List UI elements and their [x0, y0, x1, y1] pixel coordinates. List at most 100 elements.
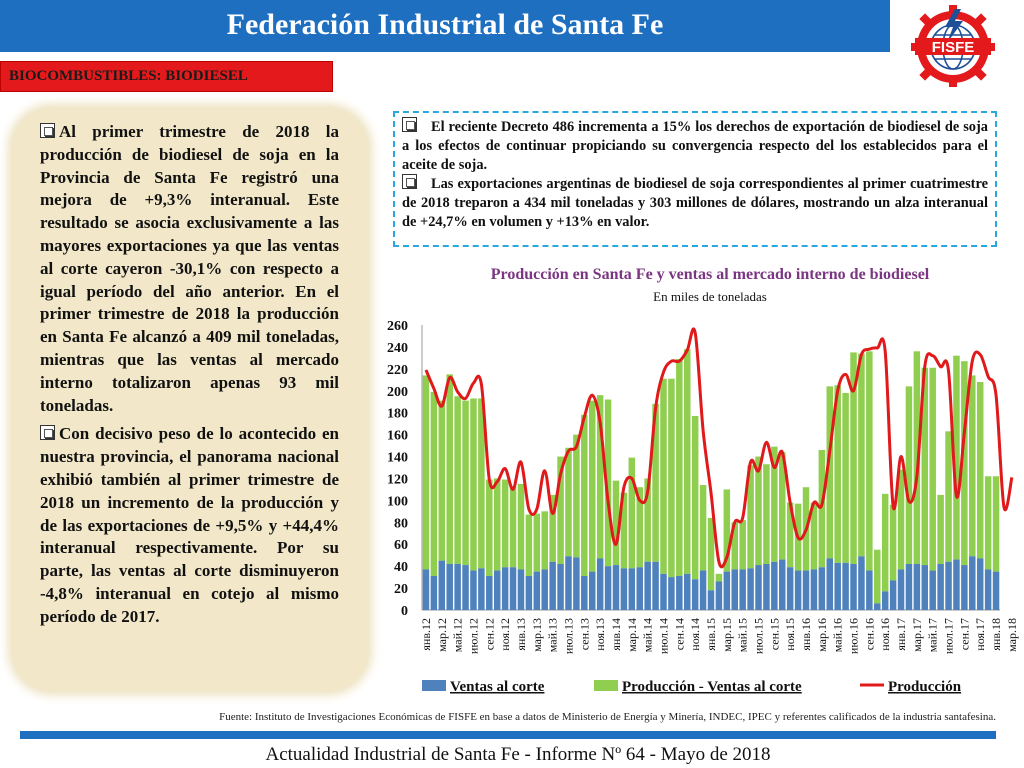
bar-ventas-al-corte	[802, 570, 810, 610]
bar-ventas-al-corte	[517, 569, 525, 610]
bar-ventas-al-corte	[509, 567, 517, 610]
bar-ventas-al-corte	[478, 568, 485, 610]
checkbox-bullet-icon	[402, 117, 417, 132]
bar-ventas-al-corte	[794, 570, 802, 610]
bar-ventas-al-corte	[858, 556, 865, 610]
bar-ventas-al-corte	[422, 569, 430, 610]
bar-produccion-menos-ventas	[937, 494, 944, 564]
bar-produccion-menos-ventas	[731, 522, 738, 570]
left-paragraph-1: Al primer trimestre de 2018 la producció…	[40, 122, 339, 415]
bar-produccion-menos-ventas	[612, 480, 620, 566]
bar-produccion-menos-ventas	[755, 456, 762, 566]
x-tick-label: янв.16	[799, 618, 813, 651]
bar-produccion-menos-ventas	[739, 520, 746, 570]
bar-ventas-al-corte	[929, 570, 936, 610]
y-tick-label: 260	[387, 319, 408, 334]
x-tick-label: июл.16	[847, 618, 861, 654]
bar-ventas-al-corte	[905, 563, 913, 610]
x-tick-label: май.14	[641, 618, 655, 652]
bar-ventas-al-corte	[549, 561, 556, 610]
bar-ventas-al-corte	[612, 565, 620, 610]
x-tick-label: ноя.16	[878, 618, 892, 651]
x-tick-label: сен.15	[767, 618, 781, 650]
bar-ventas-al-corte	[810, 569, 818, 610]
bar-produccion-menos-ventas	[676, 358, 683, 577]
y-tick-label: 80	[394, 516, 408, 531]
left-panel-text: Al primer trimestre de 2018 la producció…	[40, 121, 339, 635]
x-tick-label: янв.14	[609, 618, 623, 651]
bar-produccion-menos-ventas	[874, 549, 881, 604]
bar-ventas-al-corte	[779, 559, 786, 610]
bar-ventas-al-corte	[541, 569, 548, 610]
x-tick-label: сен.16	[862, 618, 876, 650]
legend-ventas-swatch	[422, 680, 446, 691]
x-tick-label: май.12	[451, 618, 465, 652]
bar-produccion-menos-ventas	[858, 353, 865, 557]
bar-ventas-al-corte	[771, 561, 778, 610]
bar-ventas-al-corte	[454, 563, 461, 610]
line-produccion	[424, 327, 1014, 569]
bar-produccion-menos-ventas	[866, 351, 873, 571]
x-tick-label: июл.14	[656, 618, 670, 654]
bar-produccion-menos-ventas	[509, 486, 517, 568]
x-tick-label: мар.14	[625, 618, 639, 652]
bar-produccion-menos-ventas	[446, 374, 453, 564]
fisfe-gear-logo: FISFE	[911, 5, 995, 87]
x-tick-label: сен.17	[957, 618, 971, 650]
logo-text: FISFE	[932, 39, 975, 56]
bar-produccion-menos-ventas	[422, 375, 430, 570]
bar-produccion-menos-ventas	[501, 479, 509, 568]
x-tick-label: мар.15	[720, 618, 734, 652]
lightning-icon	[945, 9, 963, 43]
bar-ventas-al-corte	[470, 570, 477, 610]
bar-produccion-menos-ventas	[652, 403, 659, 562]
x-tick-label: янв.15	[704, 618, 718, 651]
bar-produccion-menos-ventas	[684, 349, 691, 574]
bar-ventas-al-corte	[676, 576, 683, 610]
bar-produccion-menos-ventas	[660, 378, 667, 574]
bar-ventas-al-corte	[984, 569, 992, 610]
biodiesel-chart: 0 20 40 60 80 100 120 140 160 180 200 220 240 260 янв.…	[387, 319, 1019, 695]
y-tick-label: 220	[387, 363, 408, 378]
bar-produccion-menos-ventas	[478, 398, 485, 569]
x-tick-label: янв.13	[514, 618, 528, 651]
bar-ventas-al-corte	[446, 563, 453, 610]
bar-produccion-menos-ventas	[913, 351, 921, 564]
bar-ventas-al-corte	[834, 562, 841, 610]
bar-produccion-menos-ventas	[786, 502, 794, 568]
bar-produccion-menos-ventas	[929, 367, 936, 571]
bar-produccion-menos-ventas	[517, 483, 525, 570]
y-tick-label: 100	[387, 494, 408, 509]
source-note: Fuente: Instituto de Investigaciones Eco…	[219, 711, 996, 723]
bar-produccion-menos-ventas	[842, 392, 849, 563]
legend-diferencia-label: Producción - Ventas al corte	[622, 679, 802, 695]
bar-produccion-menos-ventas	[850, 352, 857, 564]
bar-ventas-al-corte	[652, 561, 659, 610]
bar-ventas-al-corte	[573, 557, 580, 610]
bar-ventas-al-corte	[969, 556, 976, 610]
bar-ventas-al-corte	[731, 569, 738, 610]
y-tick-label: 180	[387, 407, 408, 422]
bar-ventas-al-corte	[699, 570, 707, 610]
bar-ventas-al-corte	[660, 573, 667, 610]
x-tick-label: сен.13	[577, 618, 591, 650]
x-tick-label: янв.17	[894, 618, 908, 651]
x-tick-label: мар.18	[1005, 618, 1019, 652]
bar-produccion-menos-ventas	[581, 414, 588, 577]
bar-produccion-menos-ventas	[723, 489, 731, 572]
header-bar	[0, 0, 890, 52]
chart-title: Producción en Santa Fe y ventas al merca…	[490, 266, 930, 283]
bar-produccion-menos-ventas	[549, 494, 556, 562]
bar-produccion-menos-ventas	[818, 449, 826, 568]
y-tick-label: 160	[387, 429, 408, 444]
x-tick-label: май.17	[926, 618, 940, 652]
bar-ventas-al-corte	[707, 590, 715, 610]
bar-produccion-menos-ventas	[707, 517, 715, 591]
x-tick-label: июл.17	[942, 618, 956, 654]
chart-subtitle: En miles de toneladas	[653, 289, 767, 304]
bar-produccion-menos-ventas	[462, 400, 469, 566]
bar-ventas-al-corte	[818, 567, 826, 610]
bar-produccion-menos-ventas	[565, 447, 572, 557]
bar-ventas-al-corte	[715, 581, 723, 610]
bar-produccion-menos-ventas	[715, 573, 723, 582]
